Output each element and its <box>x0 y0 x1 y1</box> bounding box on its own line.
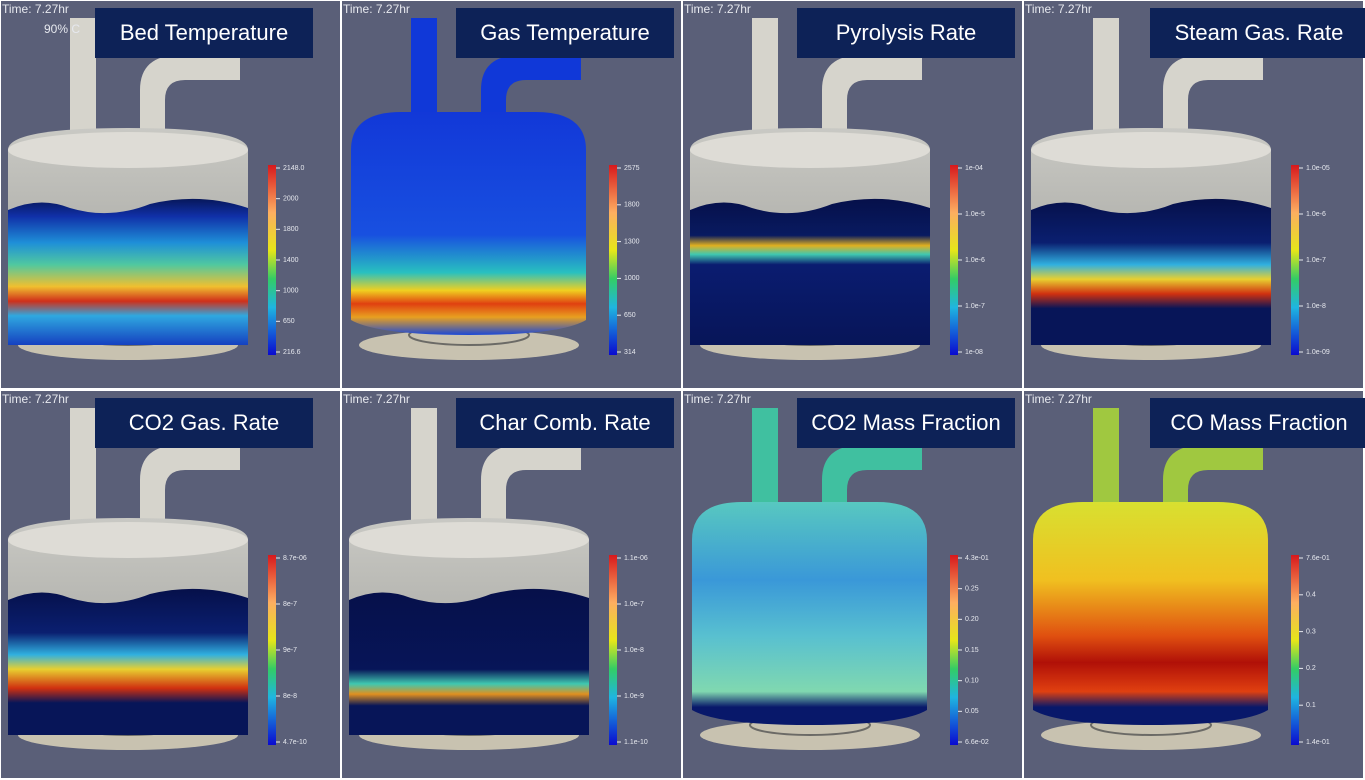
colorbar-label: 1e-04 <box>965 165 983 172</box>
reactor-body <box>1033 502 1268 725</box>
panel: 4.3e-01 0.25 0.20 0.15 0.10 0.05 6.6e-02 Time: … <box>683 391 1022 778</box>
colorbar <box>268 555 276 745</box>
panel-title: Gas Temperature <box>480 20 650 45</box>
panel: 7.6e-01 0.4 0.3 0.2 0.1 1.4e-01 Time: 7.27hr CO… <box>1024 391 1365 778</box>
colorbar <box>1291 165 1299 355</box>
time-label: Time: 7.27hr <box>684 392 751 406</box>
panel-title: Char Comb. Rate <box>479 410 650 435</box>
colorbar-label: 314 <box>624 349 636 356</box>
colorbar-label: 1000 <box>283 288 299 295</box>
bed <box>8 199 248 345</box>
colorbar-label: 0.10 <box>965 678 979 685</box>
reactor-cap <box>1031 132 1271 168</box>
colorbar-label: 0.4 <box>1306 592 1316 599</box>
reactor-cap <box>690 132 930 168</box>
colorbar <box>268 165 276 355</box>
colorbar-label: 0.1 <box>1306 702 1316 709</box>
colorbar-label: 9e-7 <box>283 647 297 654</box>
colorbar-label: 1.0e-09 <box>1306 349 1330 356</box>
colorbar <box>950 555 958 745</box>
time-label: Time: 7.27hr <box>684 2 751 16</box>
note-label: 90% C <box>44 22 80 36</box>
colorbar-label: 8e-7 <box>283 601 297 608</box>
colorbar-label: 0.05 <box>965 708 979 715</box>
colorbar-label: 1.0e-7 <box>1306 257 1326 264</box>
reactor-body <box>351 112 586 335</box>
time-label: Time: 7.27hr <box>2 2 69 16</box>
colorbar-label: 1.0e-9 <box>624 693 644 700</box>
colorbar-label: 0.15 <box>965 647 979 654</box>
colorbar-label: 1.1e-06 <box>624 555 648 562</box>
colorbar-label: 1e-08 <box>965 349 983 356</box>
time-label: Time: 7.27hr <box>343 392 410 406</box>
colorbar-label: 1.0e-7 <box>624 601 644 608</box>
colorbar-label: 1400 <box>283 257 299 264</box>
colorbar-label: 650 <box>283 318 295 325</box>
colorbar-label: 0.25 <box>965 586 979 593</box>
time-label: Time: 7.27hr <box>1025 2 1092 16</box>
colorbar-label: 216.6 <box>283 349 301 356</box>
colorbar-label: 1.0e-8 <box>624 647 644 654</box>
panel: 1.1e-06 1.0e-7 1.0e-8 1.0e-9 1.1e-10 Time: 7.… <box>342 391 681 778</box>
reactor-body <box>692 502 927 725</box>
colorbar-label: 2000 <box>283 196 299 203</box>
time-label: Time: 7.27hr <box>1025 392 1092 406</box>
bed <box>349 589 589 735</box>
colorbar-label: 1300 <box>624 238 640 245</box>
pipe <box>411 408 437 528</box>
colorbar-label: 2148.0 <box>283 165 305 172</box>
colorbar-label: 1000 <box>624 275 640 282</box>
panel: 1.0e-05 1.0e-6 1.0e-7 1.0e-8 1.0e-09 Time: 7.… <box>1024 1 1365 388</box>
colorbar-label: 6.6e-02 <box>965 739 989 746</box>
time-label: Time: 7.27hr <box>343 2 410 16</box>
colorbar-label: 1.1e-10 <box>624 739 648 746</box>
colorbar-label: 650 <box>624 312 636 319</box>
colorbar-label: 8e-8 <box>283 693 297 700</box>
reactor-cap <box>8 522 248 558</box>
time-label: Time: 7.27hr <box>2 392 69 406</box>
panel: 2148.0 2000 1800 1400 1000 650 216.6 Time: 7.27… <box>1 1 340 388</box>
colorbar-label: 1.0e-8 <box>1306 303 1326 310</box>
colorbar <box>609 555 617 745</box>
panel: 8.7e-06 8e-7 9e-7 8e-8 4.7e-10 Time: 7.27hr CO… <box>1 391 340 778</box>
colorbar-label: 1800 <box>283 226 299 233</box>
colorbar <box>950 165 958 355</box>
bed <box>1031 199 1271 345</box>
colorbar-label: 1.4e-01 <box>1306 739 1330 746</box>
colorbar <box>609 165 617 355</box>
figure: 2148.0 2000 1800 1400 1000 650 216.6 Time: 7.27… <box>0 0 1365 780</box>
panel-title: Steam Gas. Rate <box>1175 20 1344 45</box>
colorbar-label: 2575 <box>624 165 640 172</box>
colorbar <box>1291 555 1299 745</box>
colorbar-label: 1.0e-6 <box>965 257 985 264</box>
panel-title: Pyrolysis Rate <box>836 20 977 45</box>
panel-title: CO2 Gas. Rate <box>129 410 279 435</box>
colorbar-label: 7.6e-01 <box>1306 555 1330 562</box>
pipe <box>752 18 778 138</box>
reactor-cap <box>8 132 248 168</box>
pipe <box>70 408 96 528</box>
pipe <box>1093 18 1119 138</box>
colorbar-label: 1.0e-05 <box>1306 165 1330 172</box>
colorbar-label: 0.3 <box>1306 628 1316 635</box>
panel: 1e-04 1.0e-5 1.0e-6 1.0e-7 1e-08 Time: 7.27hr… <box>683 1 1022 388</box>
colorbar-label: 1800 <box>624 202 640 209</box>
reactor-cap <box>349 522 589 558</box>
colorbar-label: 8.7e-06 <box>283 555 307 562</box>
panel-title: Bed Temperature <box>120 20 288 45</box>
panel-title: CO2 Mass Fraction <box>811 410 1001 435</box>
colorbar-label: 0.2 <box>1306 665 1316 672</box>
colorbar-label: 1.0e-6 <box>1306 211 1326 218</box>
colorbar-label: 4.3e-01 <box>965 555 989 562</box>
colorbar-label: 1.0e-5 <box>965 211 985 218</box>
bed <box>690 199 930 345</box>
panel: 2575 1800 1300 1000 650 314 Time: 7.27hr Gas Te… <box>342 1 681 388</box>
colorbar-label: 1.0e-7 <box>965 303 985 310</box>
bed <box>8 589 248 735</box>
colorbar-label: 4.7e-10 <box>283 739 307 746</box>
panel-title: CO Mass Fraction <box>1170 410 1347 435</box>
colorbar-label: 0.20 <box>965 616 979 623</box>
